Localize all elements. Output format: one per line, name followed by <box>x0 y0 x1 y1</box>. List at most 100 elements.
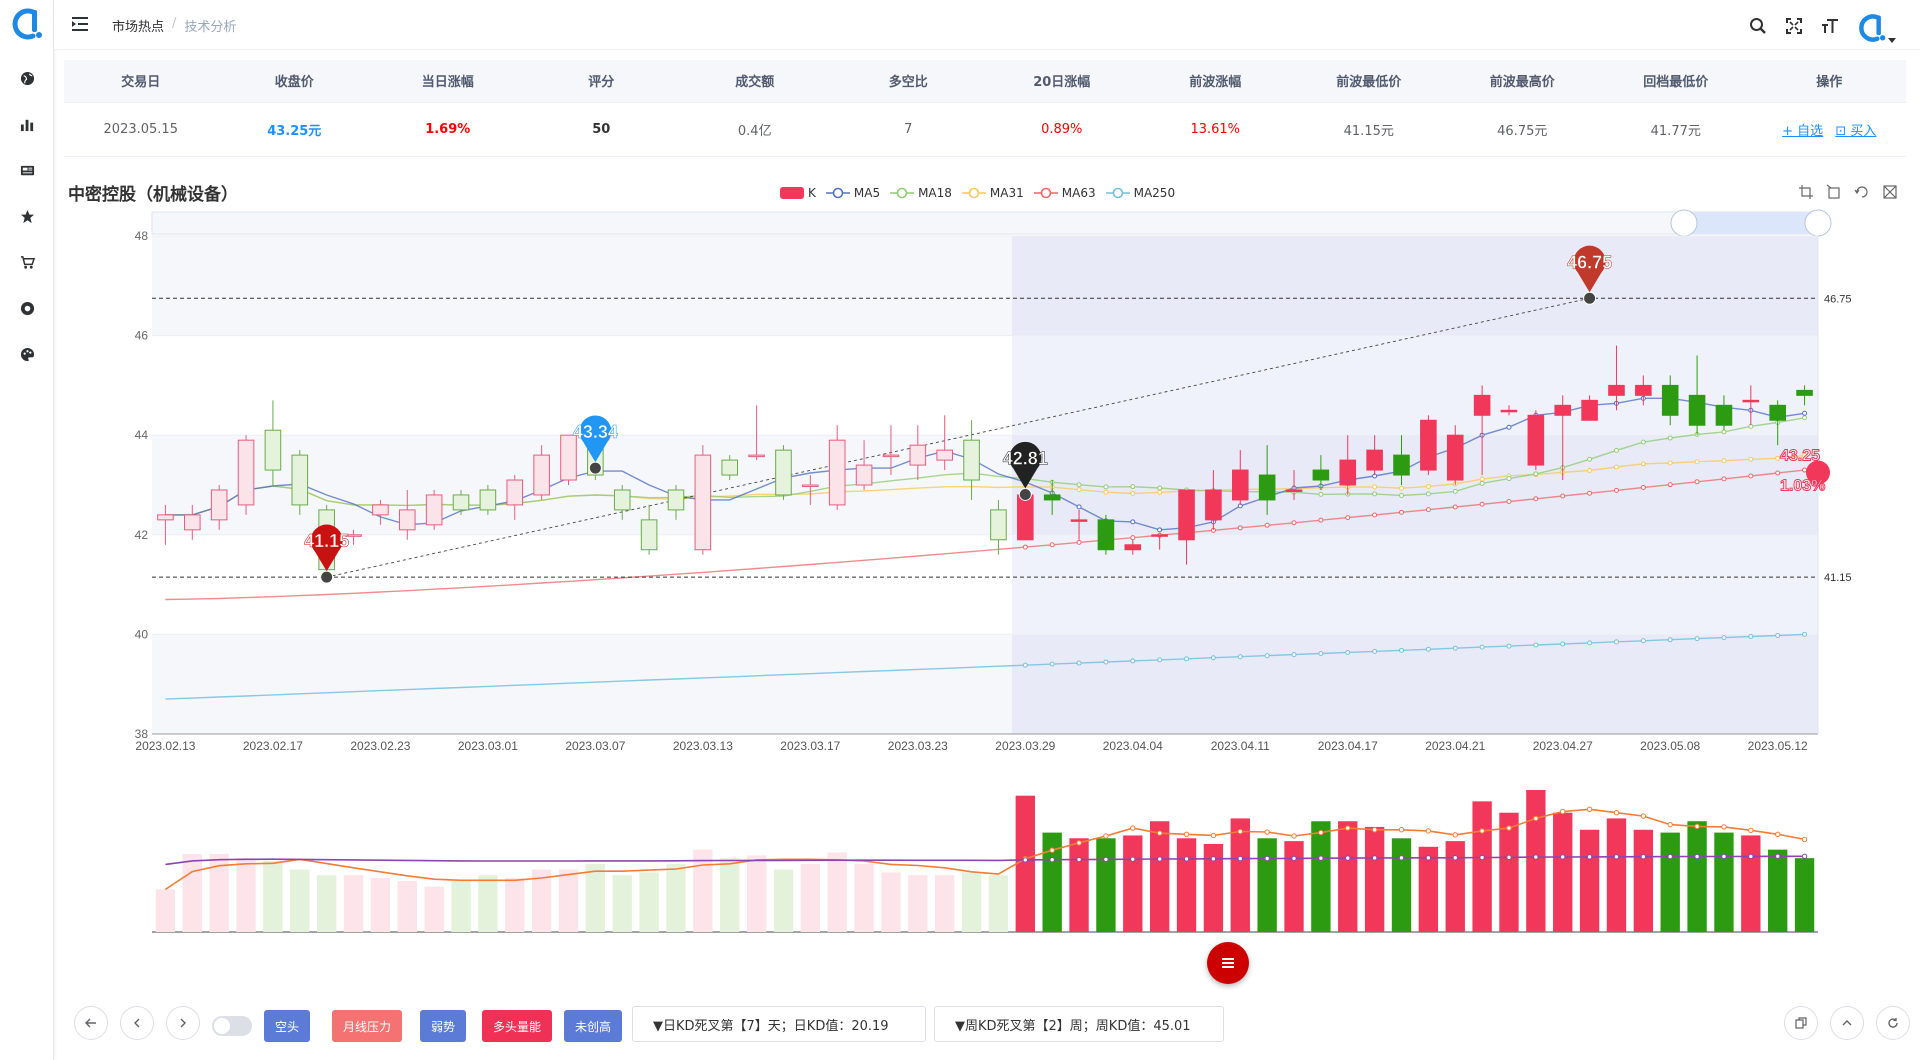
sidebar-item-news[interactable] <box>0 150 54 190</box>
high-marker-label: 46.75 <box>1567 252 1612 272</box>
ma250-line-point <box>1318 651 1324 657</box>
tag-bull-volume[interactable]: 多头量能 <box>482 1010 552 1042</box>
volume-ma60-line-point <box>1345 855 1351 861</box>
copy-button[interactable] <box>1784 1006 1818 1040</box>
volume-ma5-line-point <box>1667 821 1673 828</box>
start-marker-pin <box>1009 441 1042 489</box>
sidebar-item-support[interactable] <box>0 288 54 328</box>
candle-body <box>1473 394 1491 416</box>
volume-bar <box>639 872 659 932</box>
zoom-reset-icon[interactable] <box>1826 184 1842 200</box>
ma63-line-point <box>1425 507 1431 513</box>
fullscreen-button[interactable] <box>1784 16 1804 36</box>
menu-fold-icon[interactable] <box>70 14 90 34</box>
volume-ma60-line-point <box>1076 856 1082 863</box>
volume-bar <box>1526 790 1546 932</box>
sidebar-item-favorites[interactable] <box>0 196 54 236</box>
legend-item-ma18[interactable]: MA18 <box>890 186 952 200</box>
legend-item-ma31[interactable]: MA31 <box>961 186 1024 200</box>
restore-icon[interactable] <box>1854 184 1870 200</box>
refresh-button[interactable] <box>1876 1006 1910 1040</box>
ma63-line-point <box>1748 473 1754 479</box>
ma250-line-point <box>1721 635 1727 641</box>
cell-pullback-low: 41.77元 <box>1599 102 1753 157</box>
legend-item-ma250[interactable]: MA250 <box>1105 186 1175 200</box>
start-marker-label: 42.81 <box>1003 448 1048 468</box>
reference-label: 41.15 <box>1824 572 1852 584</box>
legend-item-ma63[interactable]: MA63 <box>1033 186 1096 200</box>
zoom-select-icon[interactable] <box>1798 184 1814 200</box>
start-marker-point <box>1018 487 1032 501</box>
chevron-up-icon <box>1842 1020 1852 1026</box>
ma5-line-point <box>1506 424 1512 430</box>
sidebar-item-market[interactable] <box>0 58 54 98</box>
candle-body <box>1608 384 1625 396</box>
breadcrumb-item-market[interactable]: 市场热点 <box>112 20 165 35</box>
candle-body <box>1178 489 1195 541</box>
search-button[interactable] <box>1748 16 1768 36</box>
candle-body <box>1769 404 1786 421</box>
save-image-icon[interactable] <box>1882 184 1898 200</box>
ma18-line-point <box>1802 415 1808 421</box>
legend-item-k[interactable]: K <box>780 186 816 200</box>
candle-body <box>237 439 255 506</box>
ma250-line-point <box>1587 640 1593 646</box>
col-header: 评分 <box>524 60 678 103</box>
ma250-line-point <box>1103 659 1109 665</box>
next-button[interactable] <box>166 1006 200 1040</box>
sidebar-item-analysis[interactable] <box>0 104 54 144</box>
user-avatar[interactable] <box>1856 8 1896 44</box>
ma31-line-point <box>1748 456 1754 462</box>
add-watchlist-link[interactable]: + 自选 <box>1782 123 1824 139</box>
x-tick-label: 2023.03.29 <box>995 739 1055 753</box>
cart-icon <box>20 255 35 269</box>
ma63-line-point <box>1022 544 1028 550</box>
cell-wave-change: 13.61% <box>1138 102 1292 157</box>
legend-item-ma5[interactable]: MA5 <box>825 186 880 200</box>
chart-menu-button[interactable] <box>1207 942 1249 984</box>
auto-play-toggle[interactable] <box>212 1016 252 1036</box>
col-header: 操作 <box>1752 60 1906 103</box>
kline-chart[interactable]: 38 40 42 44 46 48 2023.02.13 2023.02.17 2023.02.… <box>0 0 1920 1000</box>
volume-ma60-line-point <box>1479 854 1485 861</box>
tag-no-new-high[interactable]: 未创高 <box>564 1010 622 1042</box>
volume-bar <box>155 889 176 932</box>
volume-ma5-line-point <box>1183 831 1190 838</box>
ma250-line-point <box>1533 642 1539 648</box>
back-button[interactable] <box>74 1006 108 1040</box>
candle-body <box>936 449 953 461</box>
volume-bar <box>1660 832 1680 932</box>
candle-body <box>855 464 873 486</box>
volume-bar <box>558 869 579 932</box>
volume-bar <box>505 878 525 932</box>
scroll-top-button[interactable] <box>1830 1006 1864 1040</box>
ma31-line-point <box>1721 458 1727 464</box>
low-marker-point <box>320 570 334 584</box>
candle-body <box>291 454 309 506</box>
cell-ratio: 7 <box>831 102 985 157</box>
app-logo-icon[interactable] <box>9 6 45 42</box>
candle-body <box>802 484 819 487</box>
tag-monthly-pressure[interactable]: 月线压力 <box>332 1010 402 1042</box>
volume-bar <box>935 875 955 932</box>
volume-ma60-line-point <box>1210 856 1217 862</box>
tag-bearish[interactable]: 空头 <box>264 1010 310 1042</box>
font-size-button[interactable] <box>1820 16 1840 36</box>
x-tick-label: 2023.03.13 <box>673 739 733 753</box>
sidebar-item-trade[interactable] <box>0 242 54 282</box>
ma63-line-point <box>1237 525 1243 531</box>
stock-summary-table: 交易日 收盘价 当日涨幅 评分 成交额 多空比 20日涨幅 前波涨幅 前波最低价… <box>64 60 1906 157</box>
line-swatch-icon <box>825 187 850 199</box>
tag-weak[interactable]: 弱势 <box>420 1010 466 1042</box>
volume-ma5-line-point <box>1076 840 1082 846</box>
volume-ma60-line-point <box>1237 855 1243 862</box>
plot-band <box>152 634 1818 734</box>
buy-link[interactable]: ⊡ 买入 <box>1835 124 1876 139</box>
prev-button[interactable] <box>120 1006 154 1040</box>
sidebar-item-dashboard[interactable] <box>0 334 54 374</box>
volume-bar <box>612 875 632 932</box>
candle-body <box>1500 409 1518 413</box>
candle-body <box>1070 519 1088 522</box>
volume-ma60-line-point <box>1022 857 1029 863</box>
